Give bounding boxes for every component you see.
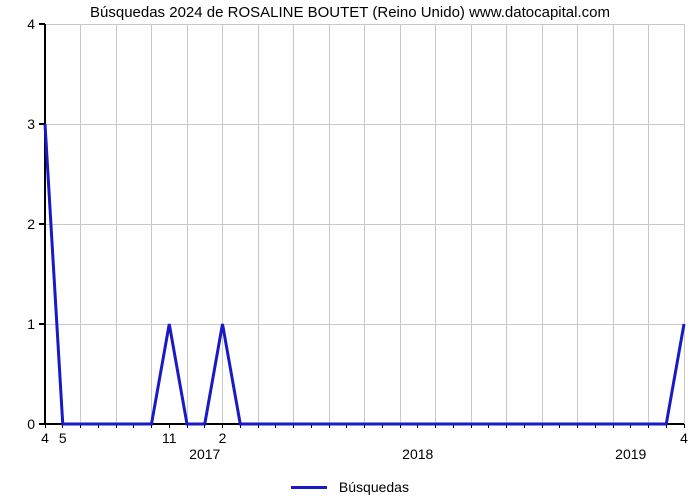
series-line — [0, 0, 700, 500]
